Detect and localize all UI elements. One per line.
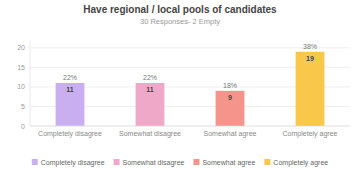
y-tick-label: 5 [21,103,25,110]
x-tick-label: Somewhat agree [204,130,257,138]
legend-label: Completely agree [273,159,328,167]
legend-label: Somewhat disagree [123,159,185,167]
y-tick-label: 0 [21,123,25,130]
legend: Completely disagree Somewhat disagree Some… [32,159,329,167]
x-tick-label: Somewhat disagree [119,130,181,138]
chart: Have regional / local pools of candidate… [0,0,360,180]
grid-line [30,126,350,127]
data-labels: 22% 11 22% 11 18% 9 38% 19 [63,43,317,101]
percentage-label: 18% [223,82,237,89]
y-tick-label: 15 [17,64,25,71]
y-axis-line [30,40,31,126]
x-tick-label: Completely agree [283,130,338,138]
legend-swatch [114,159,120,165]
bar [56,83,85,126]
legend-label: Completely disagree [41,159,105,167]
x-tick-label: Completely disagree [38,130,102,138]
x-axis-line [30,126,350,127]
percentage-label: 22% [63,74,77,81]
value-label: 11 [146,86,154,93]
percentage-label: 38% [303,43,317,50]
legend-swatch [264,159,270,165]
legend-swatch [32,159,38,165]
subtitle: 30 Responses- 2 Empty [140,17,220,26]
bar [216,91,245,126]
grid [30,48,350,126]
bars [56,52,325,126]
legend-label: Somewhat agree [202,159,255,167]
bar [136,83,165,126]
y-tick-label: 10 [17,83,25,90]
percentage-label: 22% [143,74,157,81]
title: Have regional / local pools of candidate… [83,4,277,15]
y-tick-label: 20 [17,44,25,51]
value-label: 19 [306,55,314,62]
value-label: 11 [66,86,74,93]
legend-swatch [193,159,199,165]
bar [296,52,325,126]
value-label: 9 [228,94,232,101]
